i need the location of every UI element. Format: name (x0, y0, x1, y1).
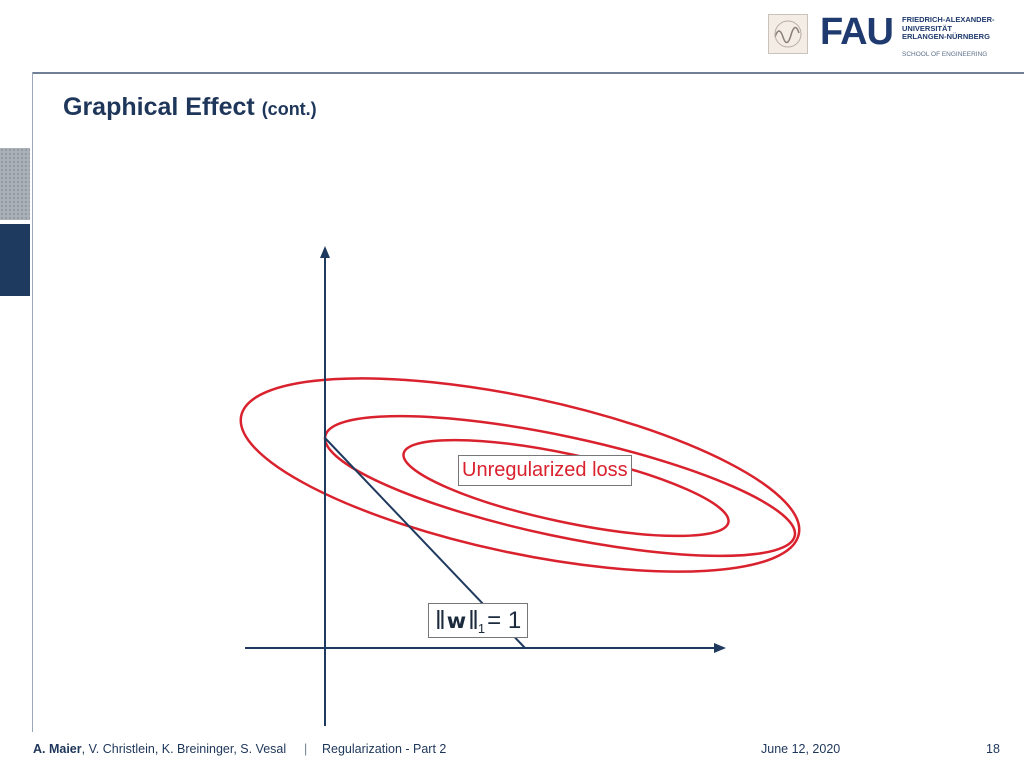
logo-line: ERLANGEN-NÜRNBERG (902, 32, 990, 41)
footer-separator: | (304, 742, 308, 756)
slide-title-main: Graphical Effect (63, 93, 255, 121)
loss-contour-inner (402, 438, 730, 538)
footer-date: June 12, 2020 (761, 742, 841, 756)
logo-wordmark: FAU (820, 11, 894, 53)
norm-close-bars: ‖ (468, 605, 479, 635)
logo-line: UNIVERSITÄT (902, 23, 953, 33)
weight-symbol: w (446, 608, 467, 633)
side-section-marker (0, 148, 30, 220)
header-rule (32, 72, 1024, 74)
footer-lead-author: A. Maier (33, 742, 82, 756)
logo-university-name: FRIEDRICH-ALEXANDER- UNIVERSITÄT ERLANGE… (902, 15, 995, 42)
norm-open-bars: ‖ (435, 605, 446, 635)
university-logo: FAU FRIEDRICH-ALEXANDER- UNIVERSITÄT ERL… (764, 11, 995, 60)
unregularized-loss-label: Unregularized loss (458, 455, 632, 486)
loss-contour-middle (323, 414, 797, 558)
slide-title-suffix: (cont.) (261, 99, 317, 119)
footer-authors: A. Maier, V. Christlein, K. Breininger, … (33, 742, 286, 756)
slide-left-border (32, 72, 33, 732)
slide-title: Graphical Effect (cont.) (63, 93, 317, 122)
seal-icon (768, 14, 808, 54)
side-section-marker-active (0, 224, 30, 296)
footer-coauthors: , V. Christlein, K. Breininger, S. Vesal (81, 742, 287, 756)
logo-line: FRIEDRICH-ALEXANDER- (902, 15, 995, 24)
logo-school: SCHOOL OF ENGINEERING (902, 51, 988, 58)
norm-equation: = 1 (487, 606, 522, 634)
footer-topic: Regularization - Part 2 (322, 742, 447, 756)
footer-page-number: 18 (986, 742, 1000, 756)
l1-norm-label: ‖ w ‖ 1 = 1 (428, 603, 529, 638)
norm-subscript: 1 (477, 621, 486, 636)
loss-contour-outer (239, 377, 801, 573)
